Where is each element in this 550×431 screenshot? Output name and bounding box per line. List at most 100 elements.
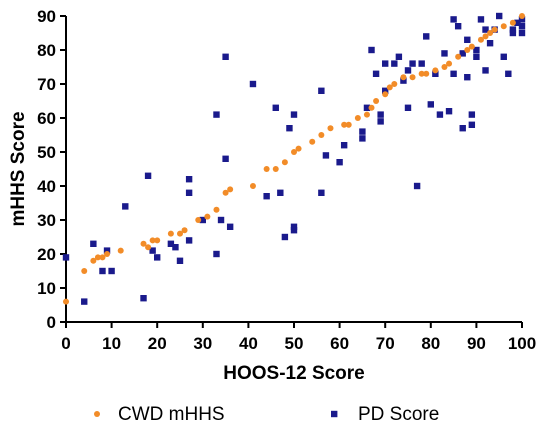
data-point-pd-score [427,101,434,108]
data-point-cwd-mhhs [468,43,475,50]
data-point-pd-score [436,111,444,118]
data-point-pd-score [281,233,289,241]
data-point-pd-score [185,237,193,244]
data-point-cwd-mhhs [327,125,334,132]
data-point-pd-score [318,189,325,196]
data-point-cwd-mhhs [391,81,398,87]
data-point-pd-score [249,80,257,88]
data-point-pd-score [217,216,225,224]
data-point-cwd-mhhs [204,213,211,220]
data-point-pd-score [340,142,348,149]
data-point-cwd-mhhs [354,115,361,121]
data-point-cwd-mhhs [363,111,370,118]
data-point-cwd-mhhs [432,67,439,74]
data-point-pd-score [382,87,389,94]
data-point-pd-score [290,227,298,234]
data-point-cwd-mhhs [149,237,156,244]
data-point-cwd-mhhs [195,217,202,223]
data-point-cwd-mhhs [423,70,430,77]
data-point-pd-score [103,247,111,254]
x-tick-label: 80 [421,334,440,353]
data-point-pd-score [432,70,439,77]
x-tick-label: 90 [467,334,486,353]
data-point-cwd-mhhs [99,254,106,261]
data-point-pd-score [400,77,407,84]
data-point-pd-score [185,176,193,183]
data-point-pd-score [450,70,457,77]
data-point-cwd-mhhs [382,91,389,98]
x-tick-label: 70 [376,334,395,353]
data-point-cwd-mhhs [446,60,453,67]
series-pd-score [62,12,526,305]
data-point-cwd-mhhs [487,30,494,36]
data-point-pd-score [382,60,389,67]
data-point-pd-score [404,104,412,111]
data-point-pd-score [359,135,366,142]
data-point-pd-score [464,36,471,43]
data-point-cwd-mhhs [455,53,462,60]
data-point-pd-score [336,159,343,166]
data-point-cwd-mhhs [263,166,270,172]
data-point-cwd-mhhs [441,64,448,70]
data-point-pd-score [459,125,466,132]
data-point-pd-score [185,189,193,196]
y-tick-label: 10 [37,279,56,298]
data-point-cwd-mhhs [500,23,507,30]
data-point-cwd-mhhs [222,189,229,196]
data-point-cwd-mhhs [227,186,234,193]
data-point-pd-score [290,223,298,230]
data-point-pd-score [395,53,403,60]
data-point-pd-score [290,111,298,118]
data-point-pd-score [482,67,489,74]
data-point-pd-score [445,108,453,115]
y-tick-label: 30 [37,211,56,230]
data-point-pd-score [149,247,156,254]
data-point-pd-score [122,203,129,210]
legend-marker-cwd-mhhs [94,411,100,417]
data-point-pd-score [518,16,526,23]
data-point-pd-score [377,111,384,118]
legend-label-pd-score: PD Score [358,404,439,425]
data-point-cwd-mhhs [373,98,380,104]
data-point-cwd-mhhs [281,159,288,166]
data-point-cwd-mhhs [400,74,407,81]
data-point-cwd-mhhs [318,132,325,138]
data-point-cwd-mhhs [341,121,348,128]
data-point-pd-score [322,152,330,159]
data-point-pd-score [459,50,466,57]
data-point-pd-score [368,46,375,54]
data-point-pd-score [509,26,517,33]
data-point-cwd-mhhs [63,298,69,305]
data-point-pd-score [468,111,476,118]
data-point-pd-score [140,295,147,302]
data-point-cwd-mhhs [482,33,489,40]
data-point-pd-score [144,172,152,179]
data-point-cwd-mhhs [418,70,425,77]
data-point-pd-score [99,267,106,275]
data-point-pd-score [226,223,234,230]
data-point-cwd-mhhs [386,84,393,91]
y-tick-label: 40 [37,177,56,196]
x-axis-title: HOOS-12 Score [223,363,365,384]
y-tick-label: 70 [37,75,56,94]
data-point-cwd-mhhs [104,251,111,257]
data-point-pd-score [199,216,206,224]
data-point-cwd-mhhs [117,247,124,254]
data-point-cwd-mhhs [345,121,352,128]
data-point-pd-score [222,155,229,162]
data-point-pd-score [176,257,184,264]
x-tick-label: 10 [102,334,121,353]
data-point-cwd-mhhs [491,26,498,33]
data-point-cwd-mhhs [181,227,188,234]
legend-item-cwd-mhhs: CWD mHHS [94,404,225,425]
y-tick-label: 90 [37,7,56,26]
data-point-pd-score [363,104,371,111]
data-point-pd-score [90,240,97,247]
x-tick-label: 40 [239,334,258,353]
data-point-cwd-mhhs [140,240,147,247]
legend-marker-pd-score [331,410,338,418]
data-point-pd-score [213,250,220,258]
data-point-pd-score [464,74,471,81]
legend-label-cwd-mhhs: CWD mHHS [118,404,225,425]
